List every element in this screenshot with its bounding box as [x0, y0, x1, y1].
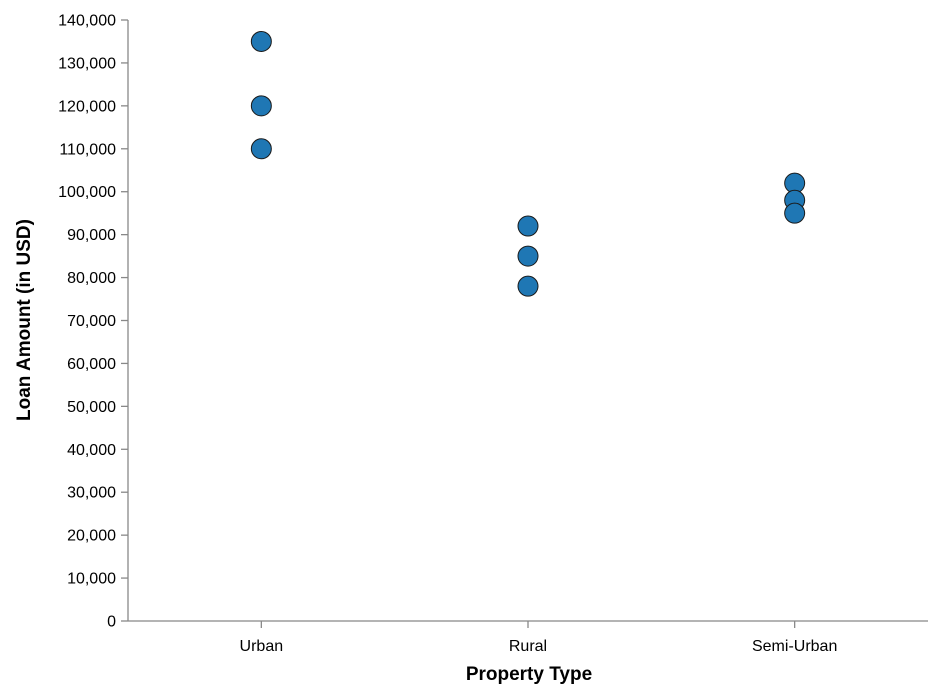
y-tick-label: 0: [107, 614, 116, 631]
y-axis-title: Loan Amount (in USD): [14, 219, 35, 421]
data-point: [517, 245, 539, 267]
data-point: [250, 30, 272, 52]
data-point: [250, 95, 272, 117]
y-tick-label: 20,000: [67, 528, 116, 545]
x-axis-title: Property Type: [466, 664, 592, 685]
y-tick-label: 50,000: [67, 399, 116, 416]
y-tick-label: 70,000: [67, 313, 116, 330]
y-tick-label: 80,000: [67, 270, 116, 287]
y-tick-label: 120,000: [58, 98, 116, 115]
y-tick-label: 30,000: [67, 485, 116, 502]
x-tick-label: Urban: [240, 638, 284, 655]
x-axis: Urban Rural Semi-Urban: [128, 620, 928, 655]
y-tick-label: 140,000: [58, 13, 116, 30]
data-points: [250, 30, 806, 297]
data-point: [517, 275, 539, 297]
y-tick-label: 60,000: [67, 356, 116, 373]
y-tick-label: 130,000: [58, 55, 116, 72]
data-point: [784, 202, 806, 224]
y-tick-label: 100,000: [58, 184, 116, 201]
x-tick-label: Rural: [509, 638, 547, 655]
y-tick-label: 10,000: [67, 571, 116, 588]
y-tick-label: 40,000: [67, 442, 116, 459]
y-tick-label: 90,000: [67, 227, 116, 244]
x-tick-label: Semi-Urban: [752, 638, 837, 655]
y-tick-label: 110,000: [59, 141, 116, 158]
data-point: [517, 215, 539, 237]
data-point: [250, 138, 272, 160]
y-axis: 0 10,000 20,000 30,000 40,000 50,000 60,000 70,…: [58, 13, 129, 631]
